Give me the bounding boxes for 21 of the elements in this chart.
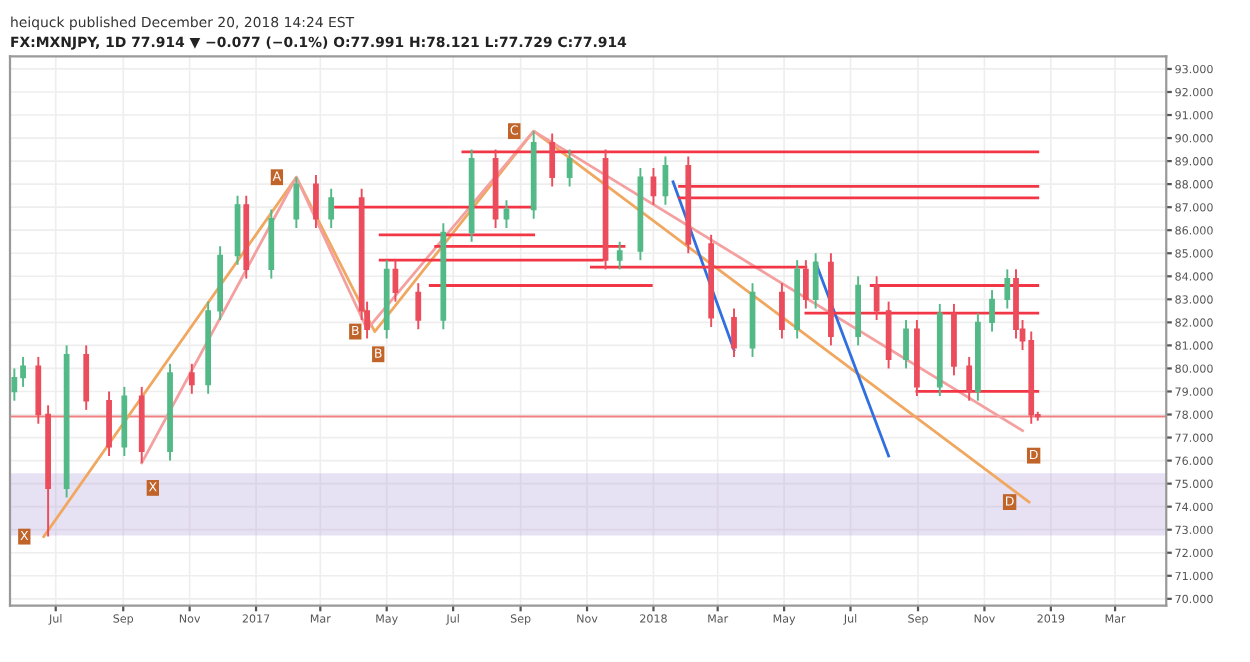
candlestick xyxy=(616,240,623,271)
candlestick xyxy=(313,173,319,229)
candlestick xyxy=(873,275,880,322)
candlestick xyxy=(1004,268,1011,310)
candlestick xyxy=(779,282,785,340)
candlestick xyxy=(83,344,90,411)
candlestick xyxy=(731,307,737,358)
candlestick xyxy=(11,367,18,402)
candlestick xyxy=(812,252,819,310)
candlestick xyxy=(188,362,195,395)
candlestick xyxy=(293,176,300,229)
candlestick xyxy=(989,289,995,333)
candlestick xyxy=(106,390,112,457)
line-series xyxy=(42,129,1031,539)
candlestick xyxy=(415,282,422,331)
candlestick xyxy=(903,319,909,370)
candlestick xyxy=(328,187,335,229)
candlestick xyxy=(803,259,809,310)
line-series xyxy=(140,129,1024,465)
candlestick xyxy=(966,355,973,402)
candlestick xyxy=(549,132,556,188)
